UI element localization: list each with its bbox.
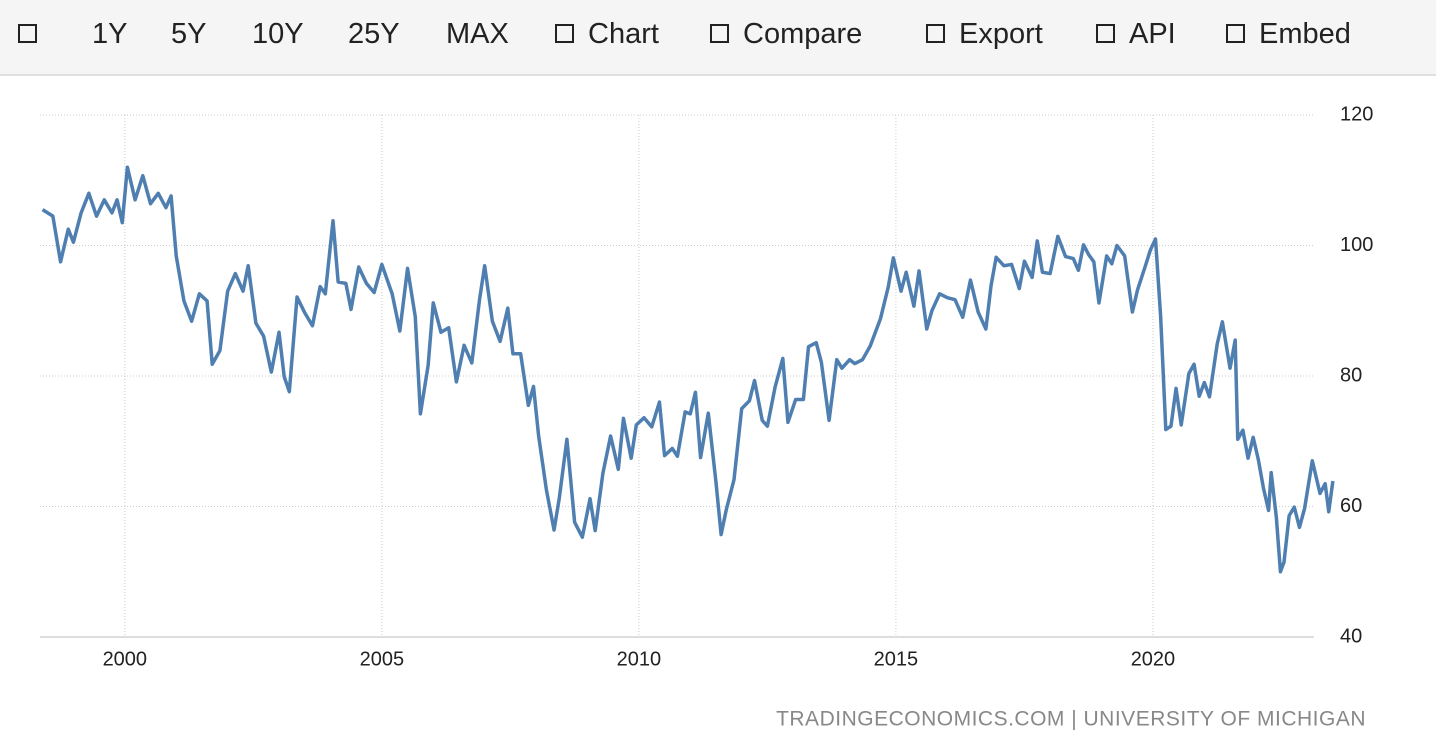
checkbox-icon (710, 23, 729, 43)
menu-toggle[interactable] (18, 16, 51, 52)
toolbar-label: 25Y (348, 18, 400, 50)
toolbar-button[interactable]: MAX (446, 16, 509, 52)
toolbar-label: Chart (588, 18, 659, 50)
x-tick-label: 2000 (103, 648, 148, 670)
x-tick-label: 2020 (1131, 648, 1176, 670)
toolbar-button[interactable]: Chart (555, 16, 659, 52)
toolbar-button[interactable]: API (1096, 16, 1176, 52)
toolbar-label: 1Y (92, 18, 128, 50)
toolbar-button[interactable]: 5Y (171, 16, 206, 52)
y-tick-label: 100 (1340, 234, 1373, 256)
y-tick-label: 60 (1340, 495, 1362, 517)
toolbar-label: MAX (446, 18, 509, 50)
toolbar-label: 5Y (171, 18, 207, 50)
checkbox-icon (18, 23, 37, 43)
x-tick-label: 2005 (360, 648, 405, 670)
y-tick-label: 80 (1340, 364, 1362, 386)
y-tick-label: 40 (1340, 625, 1362, 647)
source-note: TRADINGECONOMICS.COM | UNIVERSITY OF MIC… (776, 708, 1366, 731)
toolbar-label: Export (959, 18, 1043, 50)
toolbar-button[interactable]: Embed (1226, 16, 1351, 52)
toolbar-label: Embed (1259, 18, 1351, 50)
toolbar-label: Compare (743, 18, 863, 50)
checkbox-icon (1096, 23, 1115, 43)
y-tick-label: 120 (1340, 103, 1373, 125)
checkbox-icon (555, 23, 574, 43)
toolbar-button[interactable]: 25Y (348, 16, 400, 52)
checkbox-icon (1226, 23, 1245, 43)
toolbar-label: API (1129, 18, 1176, 50)
toolbar-button[interactable]: Export (926, 16, 1043, 52)
toolbar: 1Y 5Y 10Y 25Y MAX Chart Compare Export API Embed (0, 0, 1436, 76)
x-tick-label: 2010 (617, 648, 662, 670)
data-line (41, 165, 1335, 574)
x-tick-label: 2015 (874, 648, 919, 670)
toolbar-button[interactable]: 1Y (92, 16, 127, 52)
toolbar-button[interactable]: Compare (710, 16, 862, 52)
toolbar-label: 10Y (252, 18, 304, 50)
checkbox-icon (926, 23, 945, 43)
toolbar-button[interactable]: 10Y (252, 16, 304, 52)
